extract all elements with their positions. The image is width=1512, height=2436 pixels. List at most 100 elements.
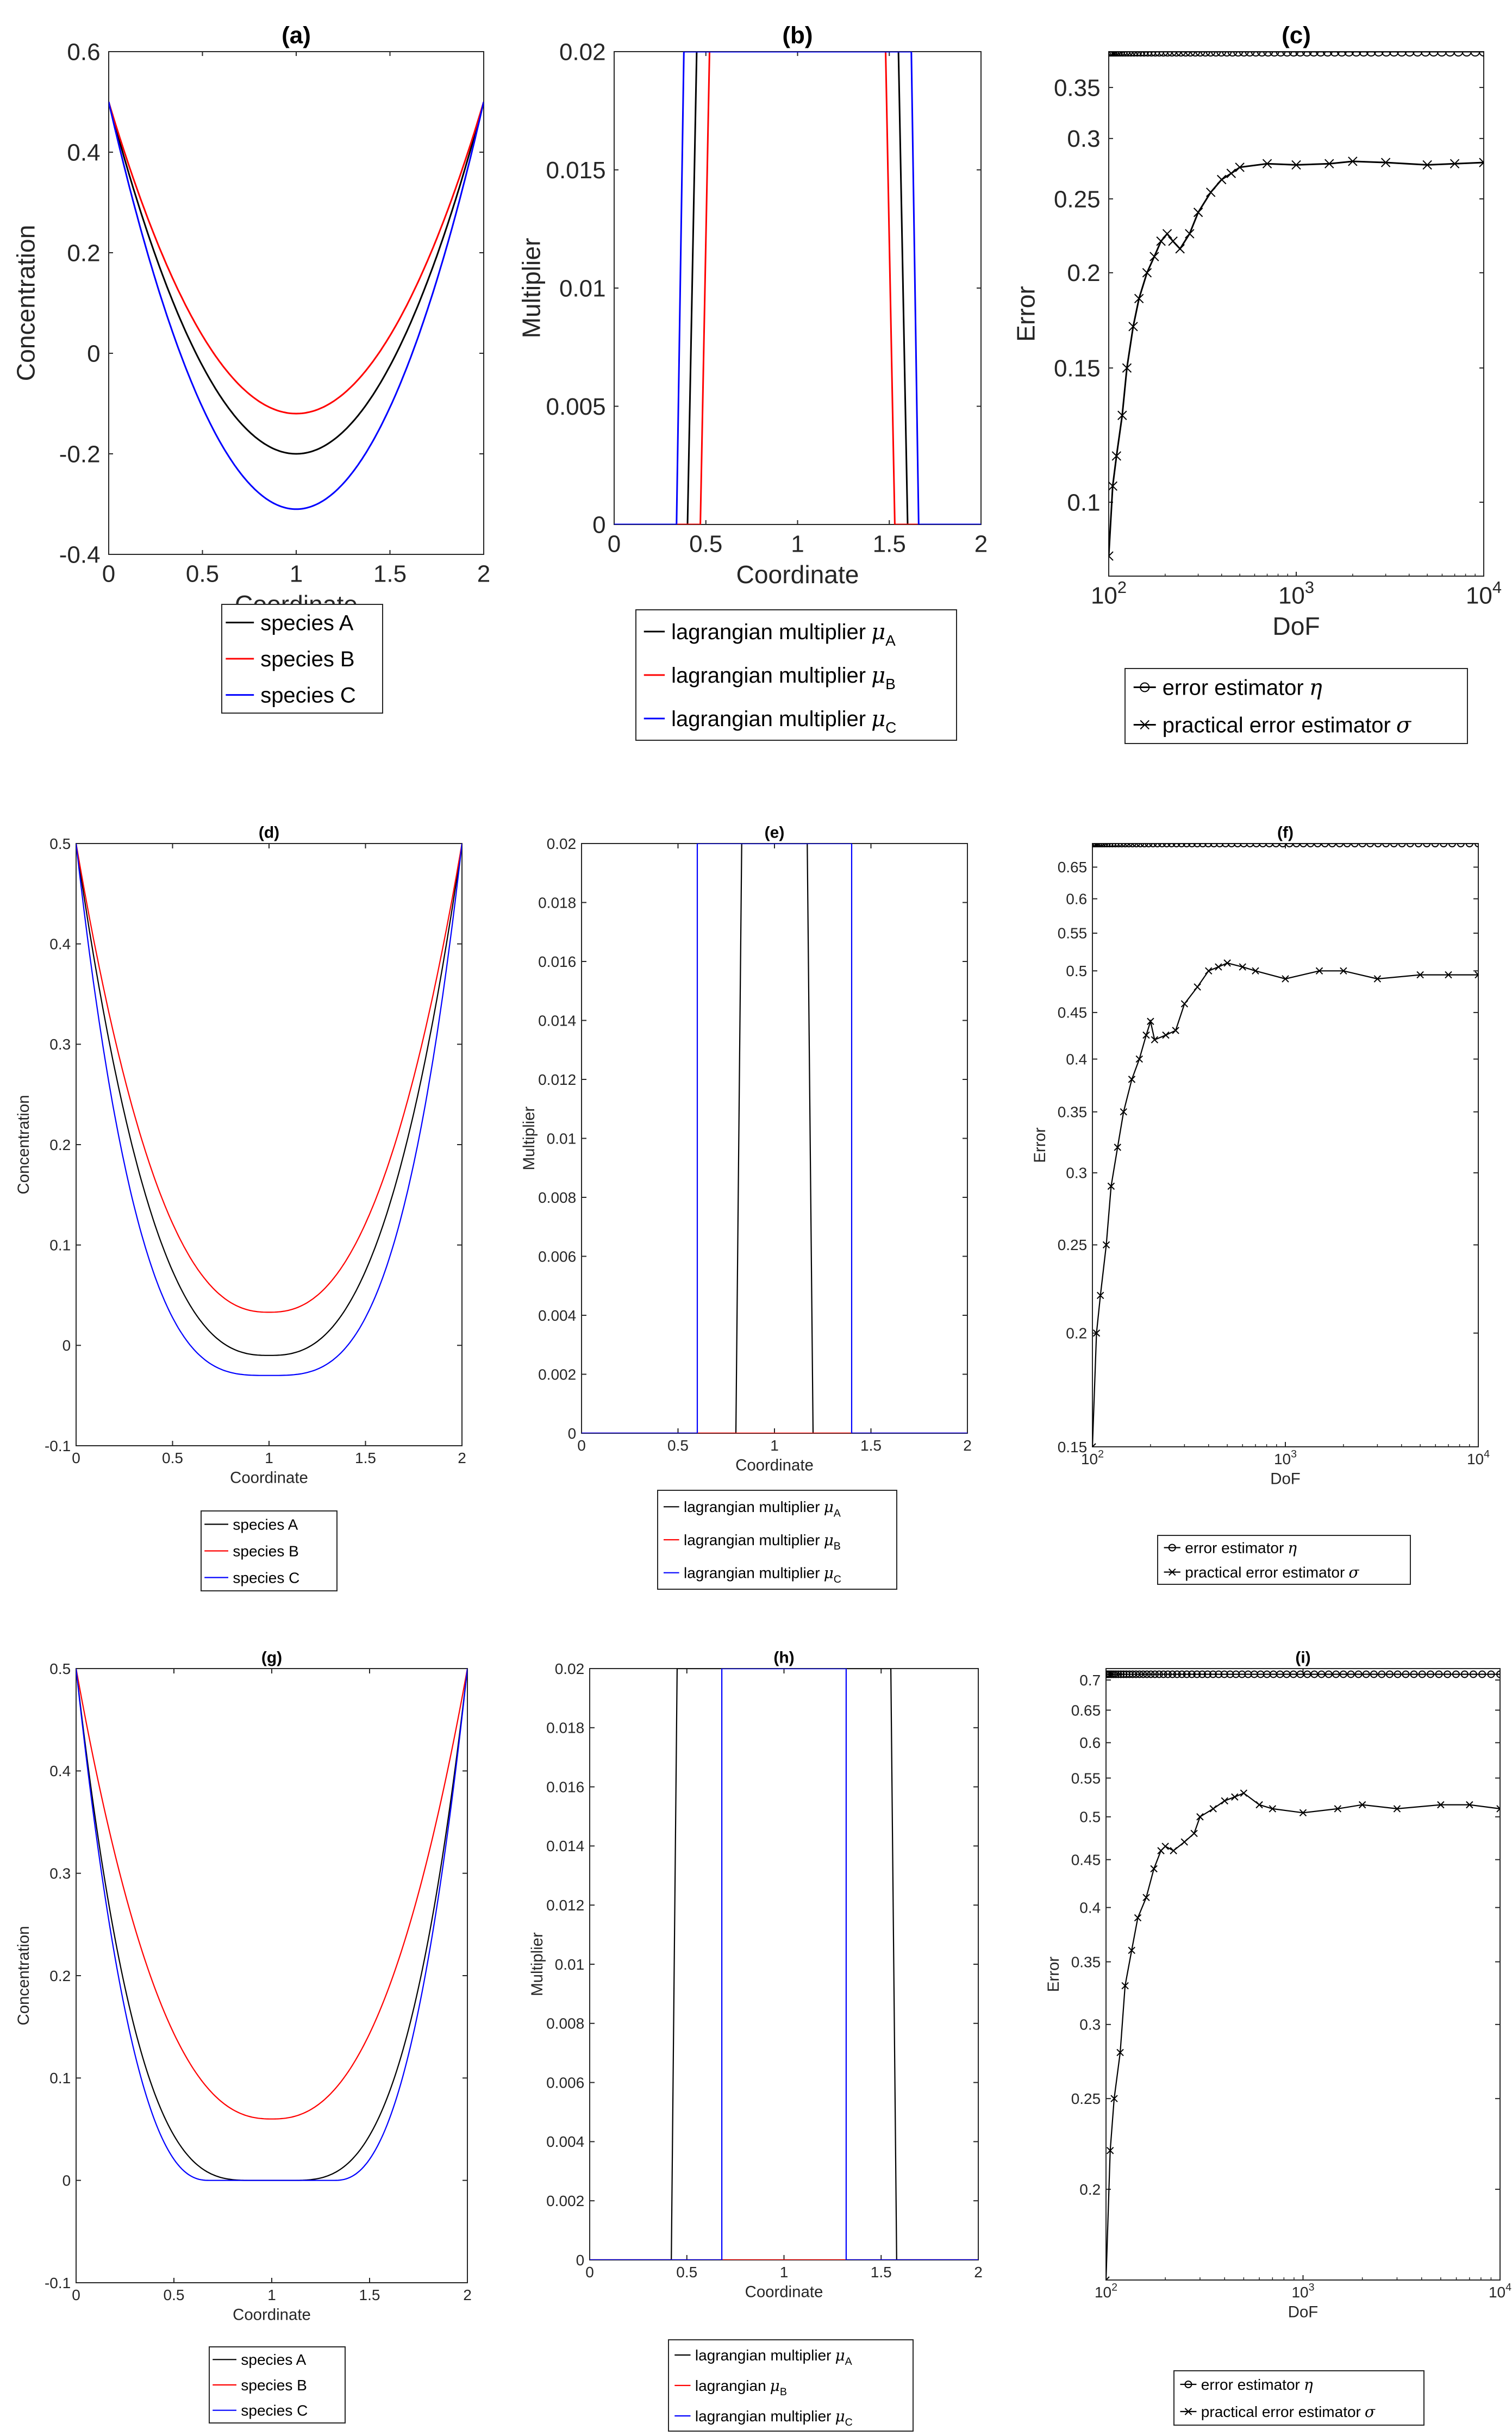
data-point-eta — [1178, 1670, 1186, 1678]
data-point-eta — [1440, 844, 1448, 847]
y-tick-label: 0.45 — [1071, 1851, 1101, 1868]
data-point-eta — [1362, 1670, 1370, 1678]
x-tick-label: 2 — [458, 1450, 466, 1466]
x-axis-label: Coordinate — [735, 1457, 814, 1475]
y-tick-label: -0.2 — [59, 441, 101, 467]
data-point-eta — [1155, 1670, 1163, 1678]
data-point-eta — [1461, 52, 1472, 57]
data-point-eta — [1149, 844, 1157, 847]
data-point-eta — [1259, 844, 1267, 847]
data-point-sigma — [1170, 1847, 1177, 1854]
y-tick-label: 0.35 — [1058, 1104, 1088, 1121]
data-point-sigma — [1262, 159, 1272, 168]
y-tick-label: 0.25 — [1071, 2090, 1101, 2107]
x-tick-label: 1 — [791, 531, 804, 558]
x-tick-label: 0.5 — [186, 561, 219, 588]
data-point-eta — [1487, 1670, 1495, 1678]
data-point-sigma — [1147, 1017, 1154, 1025]
data-point-eta — [1314, 844, 1322, 847]
y-axis-label: Concentration — [12, 225, 40, 382]
data-point-eta — [1444, 1670, 1452, 1678]
plot-area — [76, 1668, 468, 2283]
data-point-eta — [1269, 52, 1279, 57]
data-point-sigma — [1205, 188, 1216, 197]
data-point-eta — [1139, 1670, 1147, 1678]
data-point-eta — [1190, 52, 1201, 57]
legend-label: lagrangian multiplier μA — [684, 1498, 841, 1519]
y-tick-label: 0.55 — [1058, 925, 1088, 942]
legend-label: lagrangian multiplier μA — [695, 2346, 853, 2368]
series-group — [76, 1669, 467, 2181]
data-point-eta — [1285, 844, 1294, 847]
data-point-eta — [1164, 1670, 1172, 1678]
data-point-eta — [1436, 52, 1447, 57]
y-tick-label: 0.3 — [1066, 1165, 1087, 1182]
data-point-eta — [1420, 52, 1430, 57]
y-tick-label: 0.01 — [547, 1130, 577, 1147]
legend-marker-circle — [1168, 1544, 1176, 1552]
data-point-eta — [1176, 52, 1186, 57]
data-point-eta — [1397, 52, 1407, 57]
x-tick-label: 0.5 — [689, 531, 722, 558]
series-group — [1106, 1670, 1500, 2280]
x-axis-label: Coordinate — [233, 2306, 311, 2324]
data-point-eta — [1428, 52, 1439, 57]
y-tick-label: 0.004 — [538, 1307, 576, 1324]
x-tick-label: 2 — [974, 2264, 983, 2281]
x-tick-label: 103 — [1274, 1448, 1297, 1468]
data-point-eta — [1307, 844, 1315, 847]
data-point-eta — [1414, 844, 1422, 847]
data-point-eta — [1163, 844, 1171, 847]
x-tick-label: 0.5 — [676, 2264, 697, 2281]
y-tick-label: 0.2 — [67, 240, 100, 266]
data-point-eta — [1185, 52, 1196, 57]
data-point-eta — [1227, 52, 1238, 57]
data-point-sigma — [1282, 975, 1289, 983]
y-tick-label: 0.65 — [1071, 1702, 1101, 1719]
data-point-sigma — [1239, 963, 1246, 971]
data-point-eta — [1265, 844, 1273, 847]
chart-title: (f) — [1277, 824, 1294, 842]
data-point-eta — [1257, 52, 1267, 57]
data-point-eta — [1227, 844, 1235, 847]
x-tick-label: 1 — [770, 1437, 779, 1454]
y-axis-label: Concentration — [15, 1926, 33, 2026]
legend-label: lagrangian multiplier μB — [684, 1531, 841, 1552]
data-point-eta — [1118, 844, 1126, 847]
data-point-sigma — [1193, 208, 1203, 217]
x-tick-label: 0 — [72, 1450, 80, 1466]
y-tick-label: 0.02 — [559, 39, 606, 65]
legend-label: lagrangian μB — [695, 2377, 787, 2398]
data-point-sigma — [1135, 1055, 1143, 1063]
y-tick-label: 0.008 — [538, 1189, 576, 1206]
legend-box — [1157, 1535, 1411, 1585]
y-tick-label: 0.1 — [1067, 489, 1100, 516]
data-point-sigma — [1205, 967, 1213, 975]
data-point-sigma — [1142, 1894, 1150, 1901]
data-point-eta — [1117, 52, 1128, 57]
data-point-sigma — [1315, 967, 1323, 975]
y-tick-label: 0.35 — [1054, 74, 1101, 101]
x-tick-label: 1.5 — [373, 561, 407, 588]
data-point-sigma — [1334, 1805, 1342, 1813]
x-tick-label: 2 — [463, 2287, 472, 2303]
x-tick-label: 1.5 — [860, 1437, 882, 1454]
data-point-eta — [1200, 52, 1210, 57]
data-point-eta — [1251, 52, 1261, 57]
x-tick-label: 0 — [585, 2264, 594, 2281]
y-tick-label: -0.4 — [59, 541, 101, 568]
x-axis-label: Coordinate — [736, 560, 859, 589]
y-tick-label: 0.6 — [1066, 890, 1087, 907]
x-tick-label: 102 — [1091, 578, 1127, 609]
legend-box — [657, 1490, 897, 1590]
y-tick-label: 0.5 — [49, 835, 71, 852]
y-tick-label: 0.012 — [538, 1071, 576, 1088]
data-point-sigma — [1156, 236, 1166, 246]
data-point-sigma — [1449, 159, 1460, 168]
plot-area — [1108, 51, 1484, 577]
panel-c: (c) 102 103 104 0.1 0.15 0.2 0.25 0.3 0.35 DoF Erro… — [1012, 22, 1502, 744]
data-point-eta — [1145, 844, 1153, 847]
chart-title: (c) — [1282, 22, 1311, 49]
data-point-eta — [1150, 52, 1160, 57]
data-point-eta — [1402, 1670, 1410, 1678]
